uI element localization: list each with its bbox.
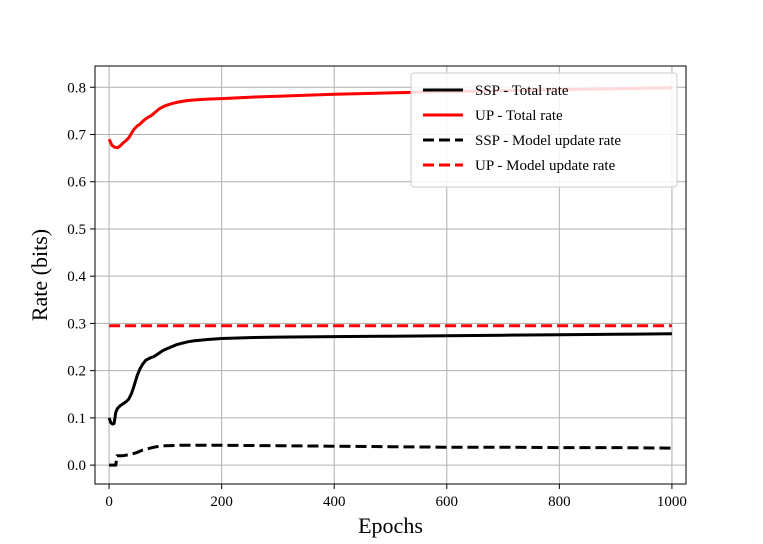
y-tick-label: 0.6: [67, 175, 86, 191]
legend: SSP - Total rate UP - Total rate SSP - Mod…: [410, 72, 678, 188]
legend-label: UP - Total rate: [475, 108, 563, 124]
x-tick-label: 400: [323, 494, 346, 510]
x-tick-label: 0: [105, 494, 113, 510]
x-axis-ticks: 0 200 400 600 800 1000: [105, 484, 687, 510]
y-axis-label: Rate (bits): [27, 229, 52, 321]
series-line-ssp-total-rate: [107, 332, 672, 426]
x-tick-label: 1000: [657, 494, 687, 510]
legend-box: [410, 72, 678, 188]
y-axis-ticks: 0.0 0.1 0.2 0.3 0.4 0.5 0.6 0.7 0.8: [67, 80, 95, 474]
y-tick-label: 0.7: [67, 127, 86, 143]
x-axis-label: Epochs: [358, 513, 423, 538]
legend-label: SSP - Model update rate: [475, 133, 621, 149]
y-tick-label: 0.2: [67, 364, 86, 380]
y-tick-label: 0.5: [67, 222, 86, 238]
y-tick-label: 0.3: [67, 316, 86, 332]
x-tick-label: 600: [436, 494, 459, 510]
legend-label: UP - Model update rate: [475, 158, 616, 174]
series-lines: [107, 86, 672, 467]
plot-frame: [94, 65, 687, 485]
y-tick-label: 0.8: [67, 80, 86, 96]
x-tick-label: 200: [210, 494, 233, 510]
series-line-ssp-model-update-rate: [109, 443, 672, 467]
legend-label: SSP - Total rate: [475, 83, 569, 99]
x-tick-label: 800: [548, 494, 571, 510]
y-tick-label: 0.1: [67, 411, 86, 427]
y-tick-label: 0.0: [67, 458, 86, 474]
series-line-up-total-rate: [107, 86, 672, 150]
y-tick-label: 0.4: [67, 269, 86, 285]
